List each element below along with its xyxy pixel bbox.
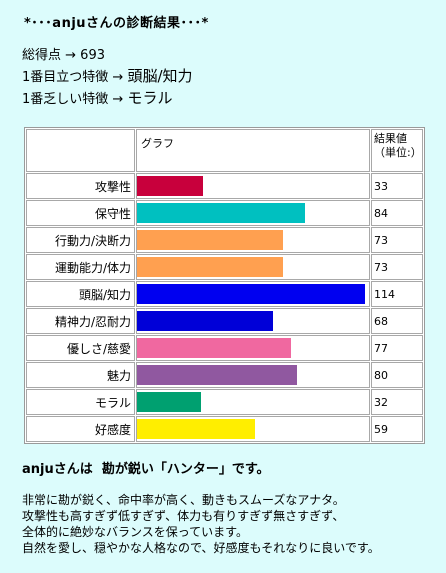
value-header-line2: （単位:）	[374, 146, 422, 159]
trait-value: 114	[371, 281, 423, 307]
trait-label: 攻撃性	[26, 173, 135, 199]
chart-bar	[137, 284, 365, 304]
table-row: 頭脳/知力 114	[26, 281, 423, 307]
description-line: 非常に勘が鋭く、命中率が高く、動きもスムーズなアナタ。	[22, 493, 345, 507]
total-score-label: 総得点 →	[22, 48, 81, 63]
page-title: *･･･anjuさんの診断結果･･･*	[24, 16, 209, 31]
top-trait-line: 1番目立つ特徴 → 頭脳/知力	[22, 66, 193, 88]
trait-value: 80	[371, 362, 423, 388]
table-row: 好感度 59	[26, 416, 423, 442]
chart-bar	[137, 419, 255, 439]
chart-bar	[137, 392, 201, 412]
trait-value: 84	[371, 200, 423, 226]
trait-value: 33	[371, 173, 423, 199]
description-line: 自然を愛し、穏やかな人格なので、好感度もそれなりに良いです。	[22, 541, 380, 555]
trait-value: 68	[371, 308, 423, 334]
chart-bar	[137, 176, 203, 196]
value-header-line1: 結果値	[374, 132, 407, 145]
value-header: 結果値 （単位:）	[371, 129, 423, 172]
trait-label: 保守性	[26, 200, 135, 226]
low-trait-value: モラル	[127, 89, 173, 107]
result-table: グラフ 結果値 （単位:） 攻撃性 33 保守性 84 行動力/決断力 73 運動能力/体力…	[24, 127, 425, 444]
table-row: 優しさ/慈愛 77	[26, 335, 423, 361]
trait-label: 頭脳/知力	[26, 281, 135, 307]
chart-bar	[137, 338, 291, 358]
chart-bar	[137, 311, 273, 331]
trait-value: 59	[371, 416, 423, 442]
header-empty-cell	[26, 129, 135, 172]
graph-cell	[136, 227, 370, 253]
graph-cell	[136, 281, 370, 307]
graph-cell	[136, 362, 370, 388]
low-trait-label: 1番乏しい特徴 →	[22, 92, 128, 107]
graph-cell	[136, 200, 370, 226]
table-row: 保守性 84	[26, 200, 423, 226]
trait-value: 77	[371, 335, 423, 361]
graph-cell	[136, 308, 370, 334]
result-type: 勘が鋭い「ハンター」です。	[101, 462, 270, 477]
trait-label: 運動能力/体力	[26, 254, 135, 280]
trait-label: 行動力/決断力	[26, 227, 135, 253]
result-description: 非常に勘が鋭く、命中率が高く、動きもスムーズなアナタ。 攻撃性も高すぎず低すぎず…	[22, 492, 380, 556]
trait-label: 優しさ/慈愛	[26, 335, 135, 361]
graph-cell	[136, 173, 370, 199]
chart-bar	[137, 257, 283, 277]
trait-label: 精神力/忍耐力	[26, 308, 135, 334]
score-summary: 総得点 → 693 1番目立つ特徴 → 頭脳/知力 1番乏しい特徴 → モラル	[22, 46, 193, 110]
trait-value: 73	[371, 254, 423, 280]
description-line: 全体的に絶妙なバランスを保っています。	[22, 525, 248, 539]
graph-cell	[136, 254, 370, 280]
table-row: 精神力/忍耐力 68	[26, 308, 423, 334]
total-score-line: 総得点 → 693	[22, 46, 193, 66]
total-score-value: 693	[80, 48, 105, 63]
result-heading: anjuさんは 勘が鋭い「ハンター」です。	[22, 458, 270, 477]
table-row: 行動力/決断力 73	[26, 227, 423, 253]
trait-value: 73	[371, 227, 423, 253]
graph-header: グラフ	[136, 129, 370, 172]
graph-cell	[136, 416, 370, 442]
graph-cell	[136, 335, 370, 361]
trait-label: 好感度	[26, 416, 135, 442]
table-row: 運動能力/体力 73	[26, 254, 423, 280]
table-header-row: グラフ 結果値 （単位:）	[26, 129, 423, 172]
table-row: 攻撃性 33	[26, 173, 423, 199]
table-row: モラル 32	[26, 389, 423, 415]
chart-bar	[137, 365, 297, 385]
table-row: 魅力 80	[26, 362, 423, 388]
trait-label: モラル	[26, 389, 135, 415]
chart-bar	[137, 230, 283, 250]
top-trait-label: 1番目立つ特徴 →	[22, 70, 128, 85]
result-name: anjuさんは	[22, 462, 93, 477]
low-trait-line: 1番乏しい特徴 → モラル	[22, 88, 193, 110]
chart-bar	[137, 203, 305, 223]
trait-label: 魅力	[26, 362, 135, 388]
top-trait-value: 頭脳/知力	[127, 67, 193, 85]
trait-value: 32	[371, 389, 423, 415]
graph-cell	[136, 389, 370, 415]
description-line: 攻撃性も高すぎず低すぎず、体力も有りすぎず無さすぎず、	[22, 509, 345, 523]
